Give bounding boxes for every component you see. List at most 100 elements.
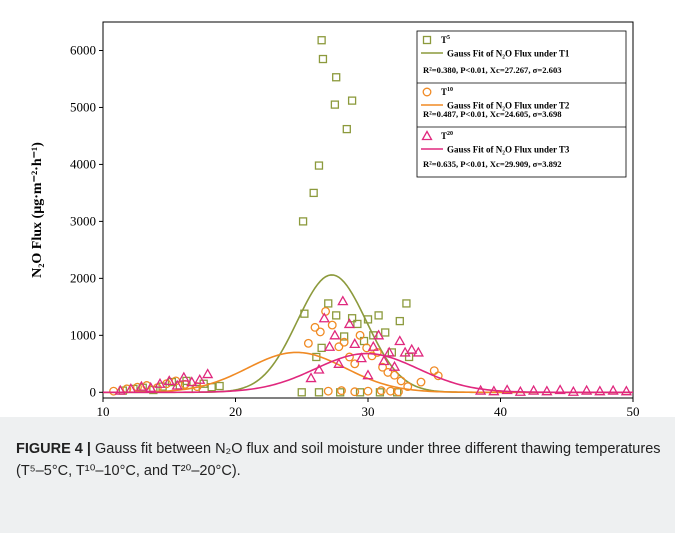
point-t20 — [541, 385, 553, 396]
point-t5 — [342, 124, 351, 134]
point-t5 — [317, 36, 326, 45]
point-t5 — [314, 161, 324, 170]
point-t20 — [337, 295, 349, 306]
point-t5 — [330, 100, 340, 109]
point-t20 — [135, 380, 148, 391]
point-t20 — [349, 338, 361, 349]
point-t20 — [355, 352, 367, 363]
point-t20 — [554, 384, 566, 395]
legend-marker-t5 — [422, 35, 432, 45]
point-t10 — [355, 330, 365, 340]
legend: T5 Gauss Fit of N₂O Flux under T1 R²=0.380… — [416, 30, 627, 178]
x-tick-label: 30 — [362, 404, 375, 419]
point-t5 — [336, 388, 345, 397]
legend-box — [416, 30, 627, 178]
point-t5 — [339, 332, 349, 341]
point-t10 — [396, 376, 406, 386]
point-t20 — [388, 360, 401, 371]
point-t10 — [350, 359, 360, 369]
point-t5 — [297, 388, 306, 397]
legend-marker-t10 — [422, 87, 432, 97]
legend-fit-label: Gauss Fit of N₂O Flux under T2 — [447, 101, 570, 111]
point-t20 — [333, 357, 345, 368]
point-t20 — [406, 343, 418, 354]
point-t20 — [186, 376, 198, 387]
point-t20 — [594, 385, 606, 396]
point-t20 — [378, 355, 390, 366]
x-tick-label: 10 — [97, 404, 110, 419]
y-tick-label: 1000 — [70, 327, 96, 342]
chart: 10203040500100020003000400050006000Soil … — [30, 21, 640, 419]
x-tick-label: 40 — [494, 404, 507, 419]
point-t5 — [314, 388, 324, 397]
point-t10 — [390, 370, 399, 380]
point-t10 — [339, 337, 349, 347]
y-tick-label: 0 — [90, 384, 97, 399]
point-t20 — [313, 363, 325, 374]
point-t5 — [309, 188, 318, 198]
point-t20 — [194, 373, 206, 384]
point-t10 — [376, 386, 386, 396]
point-t5 — [298, 217, 308, 226]
point-t10 — [334, 342, 344, 352]
legend-fit-stats: R²=0.635, P<0.01, Xc=29.909, σ=3.892 — [423, 159, 562, 169]
point-t20 — [367, 340, 379, 351]
point-t5 — [402, 299, 411, 308]
point-t20 — [323, 340, 336, 351]
point-t5 — [347, 96, 357, 105]
point-t5 — [375, 388, 385, 397]
x-tick-label: 50 — [627, 404, 640, 419]
point-t20 — [343, 318, 356, 329]
point-t20 — [620, 385, 632, 396]
point-t10 — [363, 386, 373, 396]
point-t5 — [332, 73, 341, 82]
point-t5 — [374, 311, 383, 320]
point-t5 — [324, 299, 333, 308]
legend-fit-label: Gauss Fit of N₂O Flux under T1 — [447, 49, 570, 59]
point-t10 — [323, 386, 333, 396]
point-t20 — [114, 384, 126, 395]
point-t20 — [318, 312, 330, 323]
point-t20 — [383, 346, 395, 357]
legend-series-name: T10 — [441, 87, 453, 97]
point-t5 — [300, 309, 309, 318]
point-t5 — [318, 54, 328, 64]
point-t10 — [321, 306, 331, 316]
legend-marker-t20 — [421, 130, 433, 141]
point-t20 — [154, 377, 166, 388]
point-t20 — [372, 329, 385, 340]
point-t20 — [567, 385, 579, 396]
point-t10 — [394, 387, 403, 397]
point-t20 — [607, 384, 619, 395]
point-t10 — [403, 382, 413, 392]
point-t20 — [394, 335, 406, 346]
legend-fit-label: Gauss Fit of N₂O Flux under T3 — [447, 145, 570, 155]
point-t20 — [125, 383, 137, 394]
point-t5 — [317, 343, 326, 353]
y-axis-label: N₂O Flux (µg·m⁻²·h⁻¹) — [30, 142, 45, 278]
point-t10 — [337, 386, 346, 396]
x-tick-label: 20 — [229, 404, 242, 419]
y-tick-label: 2000 — [70, 270, 96, 285]
figure-caption: FIGURE 4 | Gauss fit between N₂O flux an… — [16, 438, 661, 482]
point-t10 — [429, 366, 439, 376]
point-t5 — [347, 314, 357, 323]
point-t5 — [363, 315, 373, 324]
legend-series-name: T20 — [441, 131, 453, 141]
y-tick-label: 6000 — [70, 42, 96, 57]
point-t20 — [145, 381, 157, 392]
caption-label: FIGURE 4 | — [16, 441, 91, 457]
caption-body: Gauss fit between N₂O flux and soil mois… — [16, 441, 661, 479]
point-t20 — [412, 346, 424, 357]
y-tick-label: 3000 — [70, 213, 96, 228]
y-tick-label: 5000 — [70, 99, 96, 114]
y-tick-label: 4000 — [70, 156, 96, 171]
point-t20 — [163, 375, 175, 386]
point-t10 — [378, 362, 388, 372]
caption-box — [0, 417, 675, 533]
fit-curve-t20 — [103, 352, 633, 394]
point-t10 — [310, 322, 320, 332]
point-t20 — [514, 385, 526, 396]
point-t20 — [488, 385, 500, 396]
point-t20 — [475, 384, 487, 395]
